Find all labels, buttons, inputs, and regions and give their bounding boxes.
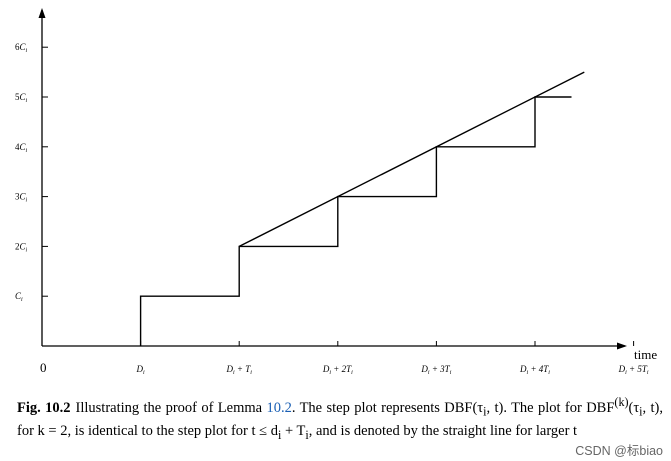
y-tick-label: 5Ci xyxy=(15,92,28,104)
lemma-link[interactable]: 10.2 xyxy=(266,399,292,416)
figure-caption: Fig. 10.2 Illustrating the proof of Lemma… xyxy=(17,393,663,446)
step-plot-figure: Ci 2Ci 3Ci 4Ci 5Ci 6Ci Di Di + Ti Di + 2Ti Di + … xyxy=(15,8,657,376)
origin-label: 0 xyxy=(40,360,47,375)
caption-text-1c: , t). The plot for xyxy=(486,399,582,416)
caption-label: Fig. 10.2 xyxy=(17,399,71,416)
caption-text-2e: , and is denoted by the straight xyxy=(308,423,487,440)
x-tick-label: Di + 3Ti xyxy=(420,364,451,376)
y-tick-label: 3Ci xyxy=(15,192,28,204)
y-tick-label: 2Ci xyxy=(15,241,28,253)
x-tick-label: Di + 4Ti xyxy=(519,364,550,376)
y-tick-label: 4Ci xyxy=(15,142,28,154)
x-axis-label: time xyxy=(634,347,657,362)
x-axis-arrow xyxy=(617,342,627,350)
caption-sub: i xyxy=(483,404,487,419)
y-tick-label: Ci xyxy=(15,291,23,303)
caption-sub: i xyxy=(305,428,309,443)
caption-sub: i xyxy=(277,428,282,443)
caption-sup: (k) xyxy=(614,395,629,409)
caption-text-1a: Illustrating the proof of Lemma xyxy=(75,399,267,416)
caption-text-1b: . The step plot represents DBF(τ xyxy=(291,399,484,416)
y-tick-label: 6Ci xyxy=(15,42,28,54)
x-tick-label: Di xyxy=(136,364,146,376)
caption-text-2d: + T xyxy=(281,423,306,440)
straight-line xyxy=(238,71,585,248)
step-plot-line xyxy=(139,96,572,346)
y-axis-arrow xyxy=(38,8,46,18)
caption-text-2a: DBF xyxy=(586,399,615,416)
caption-sub: i xyxy=(639,404,643,419)
caption-text-3: line for larger t xyxy=(489,423,578,440)
x-tick-label: Di + 5Ti xyxy=(618,364,649,376)
x-tick-label: Di + Ti xyxy=(225,364,252,376)
caption-text-2b: (τ xyxy=(628,399,640,416)
watermark: CSDN @标biao xyxy=(575,444,663,458)
x-tick-label: Di + 2Ti xyxy=(322,364,353,376)
caption-text-2c: , t), for k = 2, is identical to the ste… xyxy=(17,399,664,440)
